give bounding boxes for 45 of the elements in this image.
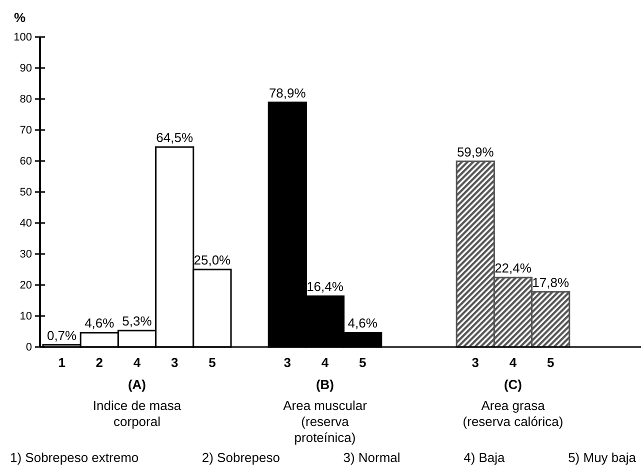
x-tick-label: 3 [472,354,480,370]
x-tick-label: 4 [321,354,330,370]
y-tick-label: 0 [26,342,32,354]
x-tick-label: 4 [509,354,518,370]
x-tick-label: 5 [208,354,216,370]
data-label: 64,5% [156,130,194,146]
y-tick-label: 70 [20,124,32,137]
text: 1) Sobrepeso extremo [10,450,139,465]
y-tick-label: 10 [20,310,32,323]
data-label: 22,4% [494,260,532,276]
y-axis-title: % [14,10,26,25]
x-tick-label: 2 [96,354,104,370]
data-label: 59,9% [456,144,494,160]
data-label: 4,6% [348,316,378,331]
data-label: 4,6% [84,316,115,331]
data-label: 5,3% [122,314,152,329]
text: Area muscular (reserva proteínica) [283,398,368,445]
x-tick-label: 4 [133,354,142,370]
x-tick-label: 5 [358,354,366,370]
x-tick-label: 3 [170,354,178,370]
data-label: 0,7% [46,328,78,343]
x-tick-label: 3 [284,354,292,370]
data-label: 16,4% [306,279,344,294]
text: Area grasa (reserva calórica) [462,398,564,429]
y-tick-label: 20 [20,280,32,292]
y-tick-label: 100 [14,32,32,44]
data-label: 25,0% [194,252,232,268]
text: 2) Sobrepeso [202,450,280,465]
x-tick-label: 1 [58,354,66,370]
text: 3) Normal [343,450,400,465]
y-tick-label: 60 [20,156,32,168]
text: Indice de masa corporal [92,398,182,429]
data-label: 17,8% [532,274,570,290]
text: 5) Muy baja [568,450,637,465]
text: 4) Baja [464,450,506,465]
text: (B) [316,377,334,392]
y-tick-label: 80 [20,94,32,106]
y-tick-label: 50 [20,186,32,199]
x-tick-label: 5 [546,354,554,370]
data-label: 78,9% [268,85,306,100]
text: (A) [128,377,146,392]
y-tick-label: 40 [20,218,32,230]
y-tick-label: 30 [20,248,32,261]
y-tick-label: 90 [20,62,32,75]
text: (C) [504,377,522,392]
